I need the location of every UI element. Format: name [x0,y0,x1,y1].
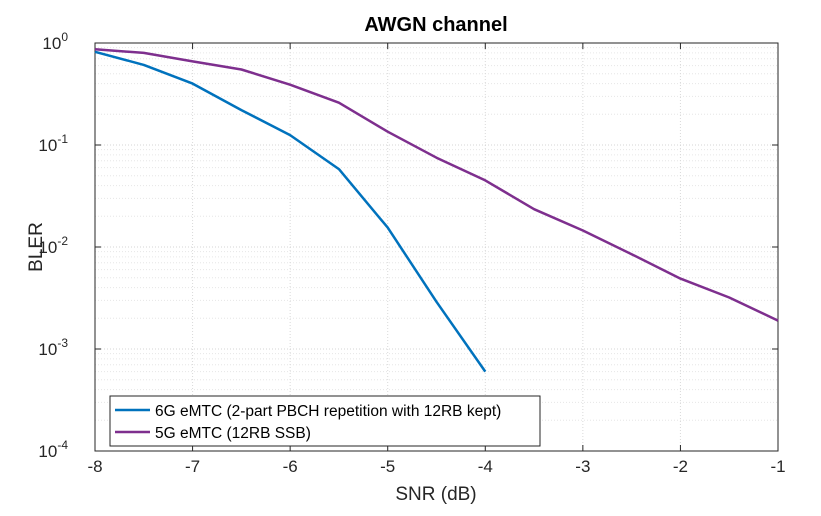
major-grid [95,43,778,451]
x-tick-label: -6 [283,457,298,476]
x-tick-label: -8 [87,457,102,476]
legend-box [109,395,541,447]
series-group [94,47,779,373]
y-tick-exponent: -4 [57,438,68,452]
x-tick-label: -3 [575,457,590,476]
legend-text-5g: 5G eMTC (12RB SSB) [155,425,311,442]
x-tick-label: -5 [380,457,395,476]
x-tick-labels: -8 -7 -6 -5 -4 -3 -2 -1 [87,457,785,476]
series-line-6g-emtc [94,50,487,373]
y-axis-label: BLER [26,222,47,272]
x-tick-label: -4 [478,457,493,476]
y-tick-exponent: -2 [57,234,68,248]
y-tick-exponent: -3 [57,336,68,350]
series-line-5g-emtc [94,47,779,322]
legend-text-6g: 6G eMTC (2-part PBCH repetition with 12R… [155,403,501,420]
axis-ticks [94,42,779,452]
x-tick-label: -1 [770,457,785,476]
chart-title: AWGN channel [364,14,507,36]
x-tick-label: -2 [673,457,688,476]
plot-area [95,43,778,451]
x-tick-label: -7 [185,457,200,476]
y-tick-exponent: 0 [61,30,68,44]
legend: 6G eMTC (2-part PBCH repetition with 12R… [109,395,541,447]
y-tick-exponent: -1 [57,132,68,146]
x-axis-label: SNR (dB) [395,484,476,505]
